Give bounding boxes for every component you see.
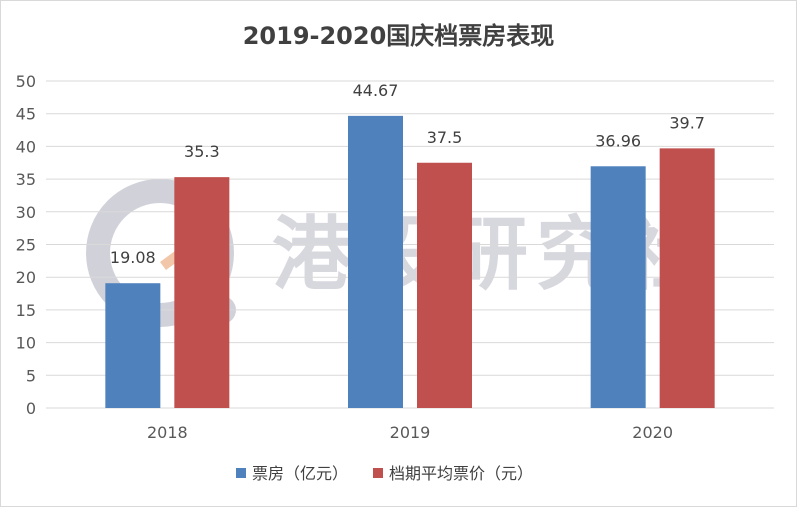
bar-avg-price-2019 (417, 162, 472, 408)
bar-series (105, 115, 715, 408)
y-tick-label: 25 (16, 236, 36, 255)
data-label: 39.7 (669, 113, 705, 132)
y-tick-label: 50 (16, 72, 36, 91)
y-axis: 0 5 10 15 20 25 30 35 40 45 50 (16, 72, 36, 418)
y-tick-label: 20 (16, 268, 36, 287)
x-axis: 2018 2019 2020 (147, 423, 673, 442)
gridlines (46, 80, 774, 409)
bar-avg-price-2020 (659, 148, 715, 408)
bar-box-office-2018 (105, 283, 161, 408)
y-tick-label: 15 (16, 301, 36, 320)
legend-label: 票房（亿元） (252, 464, 348, 483)
x-tick-label: 2020 (632, 423, 673, 442)
data-label: 19.08 (110, 248, 156, 267)
bar-box-office-2019 (348, 115, 403, 408)
legend-swatch (236, 468, 246, 478)
chart-title: 2019-2020国庆档票房表现 (242, 22, 555, 50)
bar-box-office-2020 (590, 166, 646, 408)
y-tick-label: 0 (26, 399, 36, 418)
data-label: 37.5 (427, 128, 463, 147)
x-tick-label: 2018 (147, 423, 188, 442)
legend: 票房（亿元） 档期平均票价（元） (236, 464, 533, 483)
bar-avg-price-2018 (174, 177, 230, 408)
data-labels: 19.08 35.3 44.67 37.5 36.96 39.7 (110, 81, 705, 267)
y-tick-label: 45 (16, 105, 36, 124)
y-tick-label: 30 (16, 203, 36, 222)
y-tick-label: 10 (16, 334, 36, 353)
watermark-text: 港股研究社 (272, 208, 712, 301)
y-tick-label: 5 (26, 366, 36, 385)
y-tick-label: 35 (16, 170, 36, 189)
legend-swatch (373, 468, 383, 478)
x-tick-label: 2019 (390, 423, 431, 442)
y-tick-label: 40 (16, 137, 36, 156)
legend-label: 档期平均票价（元） (389, 464, 533, 483)
data-label: 44.67 (353, 81, 399, 100)
data-label: 35.3 (184, 142, 220, 161)
data-label: 36.96 (595, 131, 641, 150)
